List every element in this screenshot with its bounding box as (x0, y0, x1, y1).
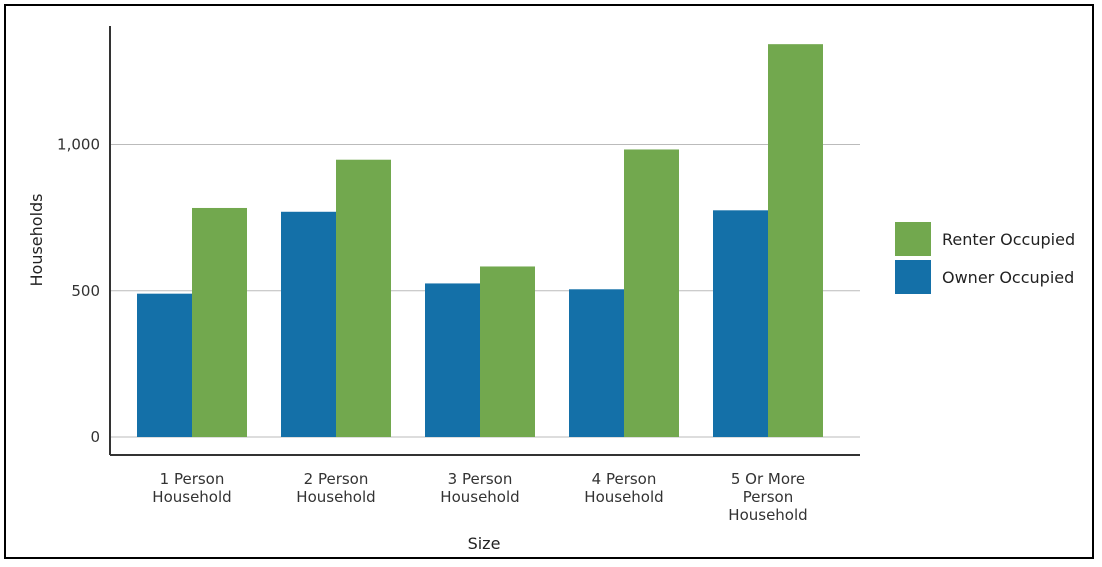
bar-owner-occupied (425, 283, 480, 437)
x-tick-label-line: 4 Person (592, 470, 657, 488)
bars (137, 44, 823, 438)
x-tick-label-line: 3 Person (448, 470, 513, 488)
x-tick-label-line: Household (152, 488, 231, 506)
legend-label: Renter Occupied (942, 230, 1075, 249)
x-tick-label-line: Household (440, 488, 519, 506)
bar-owner-occupied (137, 293, 192, 437)
bar-renter-occupied (192, 207, 247, 437)
bar-owner-occupied (713, 210, 768, 437)
bar-renter-occupied (480, 266, 535, 437)
bar-renter-occupied (624, 149, 679, 437)
bar-renter-occupied (336, 159, 391, 437)
x-axis-title: Size (468, 534, 501, 553)
x-tick-label: 1 Person Household (152, 470, 231, 506)
axes (109, 26, 860, 456)
x-tick-label-line: Household (296, 488, 375, 506)
y-tick-labels: 0 500 1,000 (57, 136, 100, 447)
legend-swatch-owner-occupied (895, 260, 931, 294)
chart-frame (4, 4, 1094, 559)
x-tick-label: 3 Person Household (440, 470, 519, 506)
x-tick-label-line: 1 Person (160, 470, 225, 488)
y-axis-title: Households (27, 193, 46, 286)
x-tick-label: 5 Or More Person Household (728, 470, 807, 524)
bar-renter-occupied (768, 44, 823, 438)
x-tick-label-line: 5 Or More (731, 470, 805, 488)
x-tick-label-line: Household (584, 488, 663, 506)
y-tick-label: 500 (71, 282, 100, 300)
x-tick-label-line: Person (743, 488, 793, 506)
bar-owner-occupied (569, 289, 624, 437)
y-tick-label: 0 (90, 428, 100, 446)
y-tick-label: 1,000 (57, 136, 100, 154)
legend-swatch-renter-occupied (895, 222, 931, 256)
legend-label: Owner Occupied (942, 268, 1074, 287)
x-tick-label-line: 2 Person (304, 470, 369, 488)
x-tick-label-line: Household (728, 506, 807, 524)
x-tick-label: 2 Person Household (296, 470, 375, 506)
x-tick-label: 4 Person Household (584, 470, 663, 506)
legend: Renter Occupied Owner Occupied (895, 222, 1075, 294)
bar-owner-occupied (281, 211, 336, 437)
